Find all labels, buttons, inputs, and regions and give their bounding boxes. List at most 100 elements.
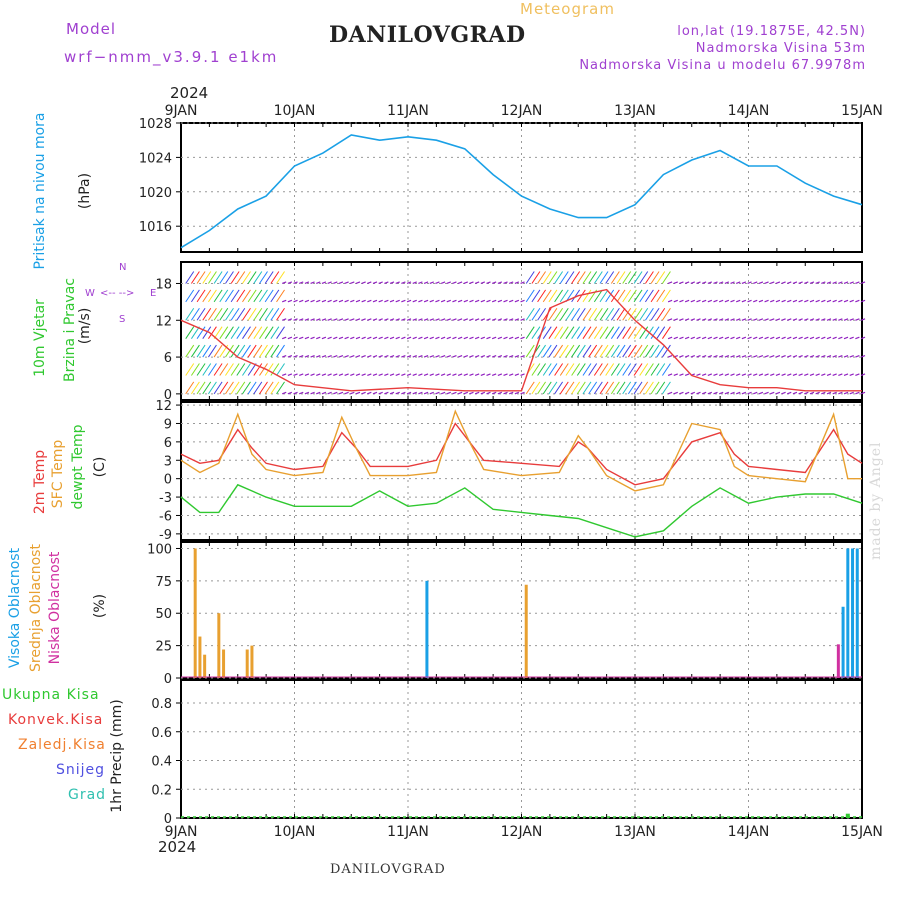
wind-barb: [730, 336, 735, 340]
wind-barb: [843, 336, 849, 340]
wind-barb: [423, 318, 429, 321]
wind-barb: [735, 281, 741, 285]
wind-barb: [571, 326, 581, 339]
wind-barb: [270, 271, 280, 284]
wind-barb: [673, 299, 678, 303]
wind-barb: [333, 391, 338, 395]
wind-barb: [225, 307, 234, 321]
wind-barb: [826, 391, 832, 395]
wind-barb: [321, 318, 327, 321]
wind-barb: [389, 391, 395, 395]
wind-barb: [361, 355, 366, 358]
wind-barb: [667, 336, 673, 340]
wind-barb: [781, 299, 786, 303]
wind-barb: [202, 344, 212, 358]
wind-barb: [571, 307, 581, 321]
wind-barb: [735, 355, 741, 358]
wind-barb: [707, 336, 713, 340]
cloud-bar: [198, 636, 202, 678]
wind-barb: [764, 391, 769, 395]
compass-east: E: [150, 288, 157, 299]
wind-barb: [599, 344, 609, 358]
date-label-top: 9JAN: [165, 103, 198, 119]
wind-barb: [480, 336, 486, 340]
wind-barb: [809, 336, 815, 340]
y-tick-label: 100: [147, 542, 172, 557]
wind-barb: [633, 363, 643, 376]
wind-barb: [276, 344, 285, 358]
wind-barb: [327, 299, 332, 303]
wind-barb: [741, 391, 747, 395]
wind-barb: [713, 318, 718, 321]
wind-barb: [633, 307, 643, 321]
wind-barb: [418, 373, 423, 377]
wind-barb: [514, 355, 520, 358]
wind-barb: [276, 326, 285, 339]
wind-barb: [718, 336, 724, 340]
wind-barb: [627, 271, 637, 284]
wind-barb: [491, 299, 497, 303]
date-label-bottom: 11JAN: [387, 824, 429, 840]
compass-south: S: [119, 314, 126, 325]
wind-barb: [542, 381, 552, 395]
wind-barb: [264, 326, 274, 339]
cloud-bar: [855, 548, 859, 678]
wind-barb: [559, 344, 569, 358]
date-label-top: 15JAN: [841, 103, 883, 119]
wind-barb: [452, 281, 457, 285]
wind-barb: [316, 373, 321, 377]
wind-barb: [849, 373, 854, 377]
wind-barb: [718, 355, 724, 358]
wind-barb: [310, 336, 315, 340]
wind-barb: [247, 381, 257, 395]
wind-barb: [418, 299, 423, 303]
wind-barb: [321, 355, 327, 358]
wind-barb: [855, 318, 860, 321]
wind-barb: [531, 289, 541, 303]
wind-barb: [713, 355, 718, 358]
wind-barb: [270, 344, 280, 358]
wind-barb: [389, 299, 395, 303]
wind-barb: [639, 289, 649, 303]
wind-barb: [860, 336, 866, 340]
wind-barb: [582, 363, 592, 376]
wind-barb: [662, 326, 671, 339]
wind-barb: [792, 281, 798, 285]
wind-barb: [735, 391, 741, 395]
wind-barb: [378, 281, 383, 285]
wind-barb: [236, 381, 246, 395]
wind-barb: [423, 281, 429, 285]
wind-barb: [281, 336, 287, 340]
wind-barb: [713, 299, 718, 303]
wind-barb: [452, 336, 457, 340]
wind-barb: [718, 281, 724, 285]
wind-barb: [650, 381, 660, 395]
wind-barb: [418, 281, 423, 285]
wind-barb: [787, 373, 792, 377]
wind-barb: [724, 318, 730, 321]
wind-barb: [843, 355, 849, 358]
date-label-top: 13JAN: [614, 103, 656, 119]
wind-barb: [571, 363, 581, 376]
wind-barb: [644, 344, 654, 358]
wind-barb: [474, 281, 480, 285]
wind-barb: [236, 307, 246, 321]
wind-barb: [344, 299, 349, 303]
wind-barb: [452, 391, 457, 395]
wind-barb: [219, 271, 229, 284]
wind-barb: [497, 373, 503, 377]
wind-barb: [327, 355, 332, 358]
wind-barb: [230, 307, 240, 321]
wind-barb: [474, 391, 480, 395]
wind-barb: [344, 373, 349, 377]
wind-barb: [690, 299, 696, 303]
wind-barb: [667, 355, 673, 358]
wind-barb: [679, 391, 684, 395]
wind-barb: [299, 391, 304, 395]
wind-barb: [213, 326, 223, 339]
wind-barb: [701, 391, 707, 395]
wind-barb: [548, 326, 558, 339]
wind-barb: [860, 299, 866, 303]
wind-barb: [514, 299, 520, 303]
